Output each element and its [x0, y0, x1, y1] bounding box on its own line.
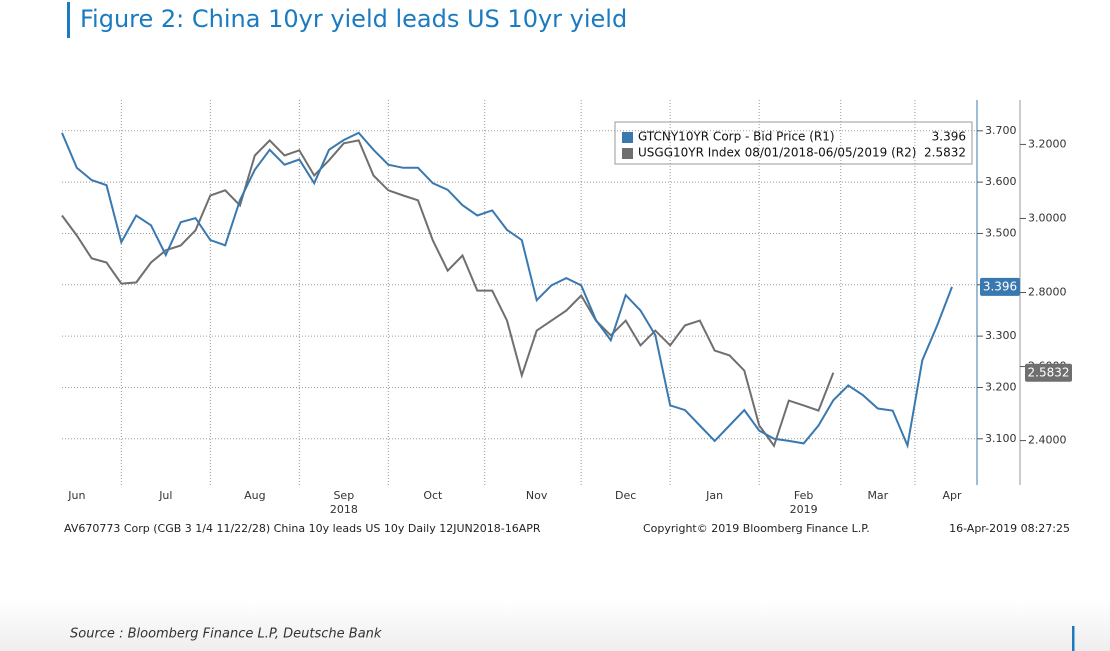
y-tick-label: 3.500: [985, 226, 1017, 239]
year-label: 2019: [790, 503, 818, 516]
x-tick-label: Mar: [867, 489, 888, 502]
value-flag: [980, 277, 1020, 296]
y2-tick-label: 3.2000: [1028, 137, 1067, 150]
legend-label: USGG10YR Index 08/01/2018-06/05/2019 (R2…: [638, 146, 916, 160]
x-tick-label: Oct: [423, 489, 443, 502]
x-tick-label: Sep: [333, 489, 354, 502]
x-tick-label: Aug: [244, 489, 265, 502]
legend-value: 2.5832: [924, 146, 966, 160]
x-tick-label: Jul: [158, 489, 172, 502]
x-tick-label: Feb: [794, 489, 813, 502]
footer-center: Copyright© 2019 Bloomberg Finance L.P.: [643, 522, 870, 535]
y-tick-label: 3.100: [985, 432, 1017, 445]
legend-swatch: [622, 148, 633, 159]
source: Source : Bloomberg Finance L.P, Deutsche…: [70, 627, 382, 642]
y-tick-label: 3.300: [985, 329, 1017, 342]
title-bar: [67, 2, 70, 38]
x-tick-label: Jan: [705, 489, 723, 502]
legend-value: 3.396: [932, 130, 966, 144]
legend-swatch: [622, 132, 633, 143]
y2-tick-label: 2.8000: [1028, 286, 1067, 299]
x-tick-label: Jun: [67, 489, 85, 502]
corner-bar: [1072, 626, 1075, 651]
footer-left: AV670773 Corp (CGB 3 1/4 11/22/28) China…: [64, 522, 541, 535]
footer-right: 16-Apr-2019 08:27:25: [949, 522, 1070, 535]
value-flag-label: 3.396: [983, 279, 1017, 293]
x-tick-label: Apr: [942, 489, 962, 502]
y-tick-label: 3.700: [985, 124, 1017, 137]
footer-band: [0, 600, 1110, 651]
value-flag-label: 2.5832: [1028, 365, 1070, 379]
y-tick-label: 3.200: [985, 380, 1017, 393]
x-tick-label: Nov: [526, 489, 548, 502]
x-tick-label: Dec: [615, 489, 636, 502]
legend: [614, 121, 973, 165]
series-line: [61, 131, 953, 450]
value-flag: [1025, 363, 1072, 382]
year-label: 2018: [330, 503, 358, 516]
y-tick-label: 3.600: [985, 175, 1017, 188]
series-line: [61, 138, 835, 448]
y2-tick-label: 3.0000: [1028, 211, 1067, 224]
y2-tick-label: 2.4000: [1028, 434, 1067, 447]
legend-label: GTCNY10YR Corp - Bid Price (R1): [638, 130, 835, 144]
chart-title: Figure 2: China 10yr yield leads US 10yr…: [80, 5, 627, 33]
